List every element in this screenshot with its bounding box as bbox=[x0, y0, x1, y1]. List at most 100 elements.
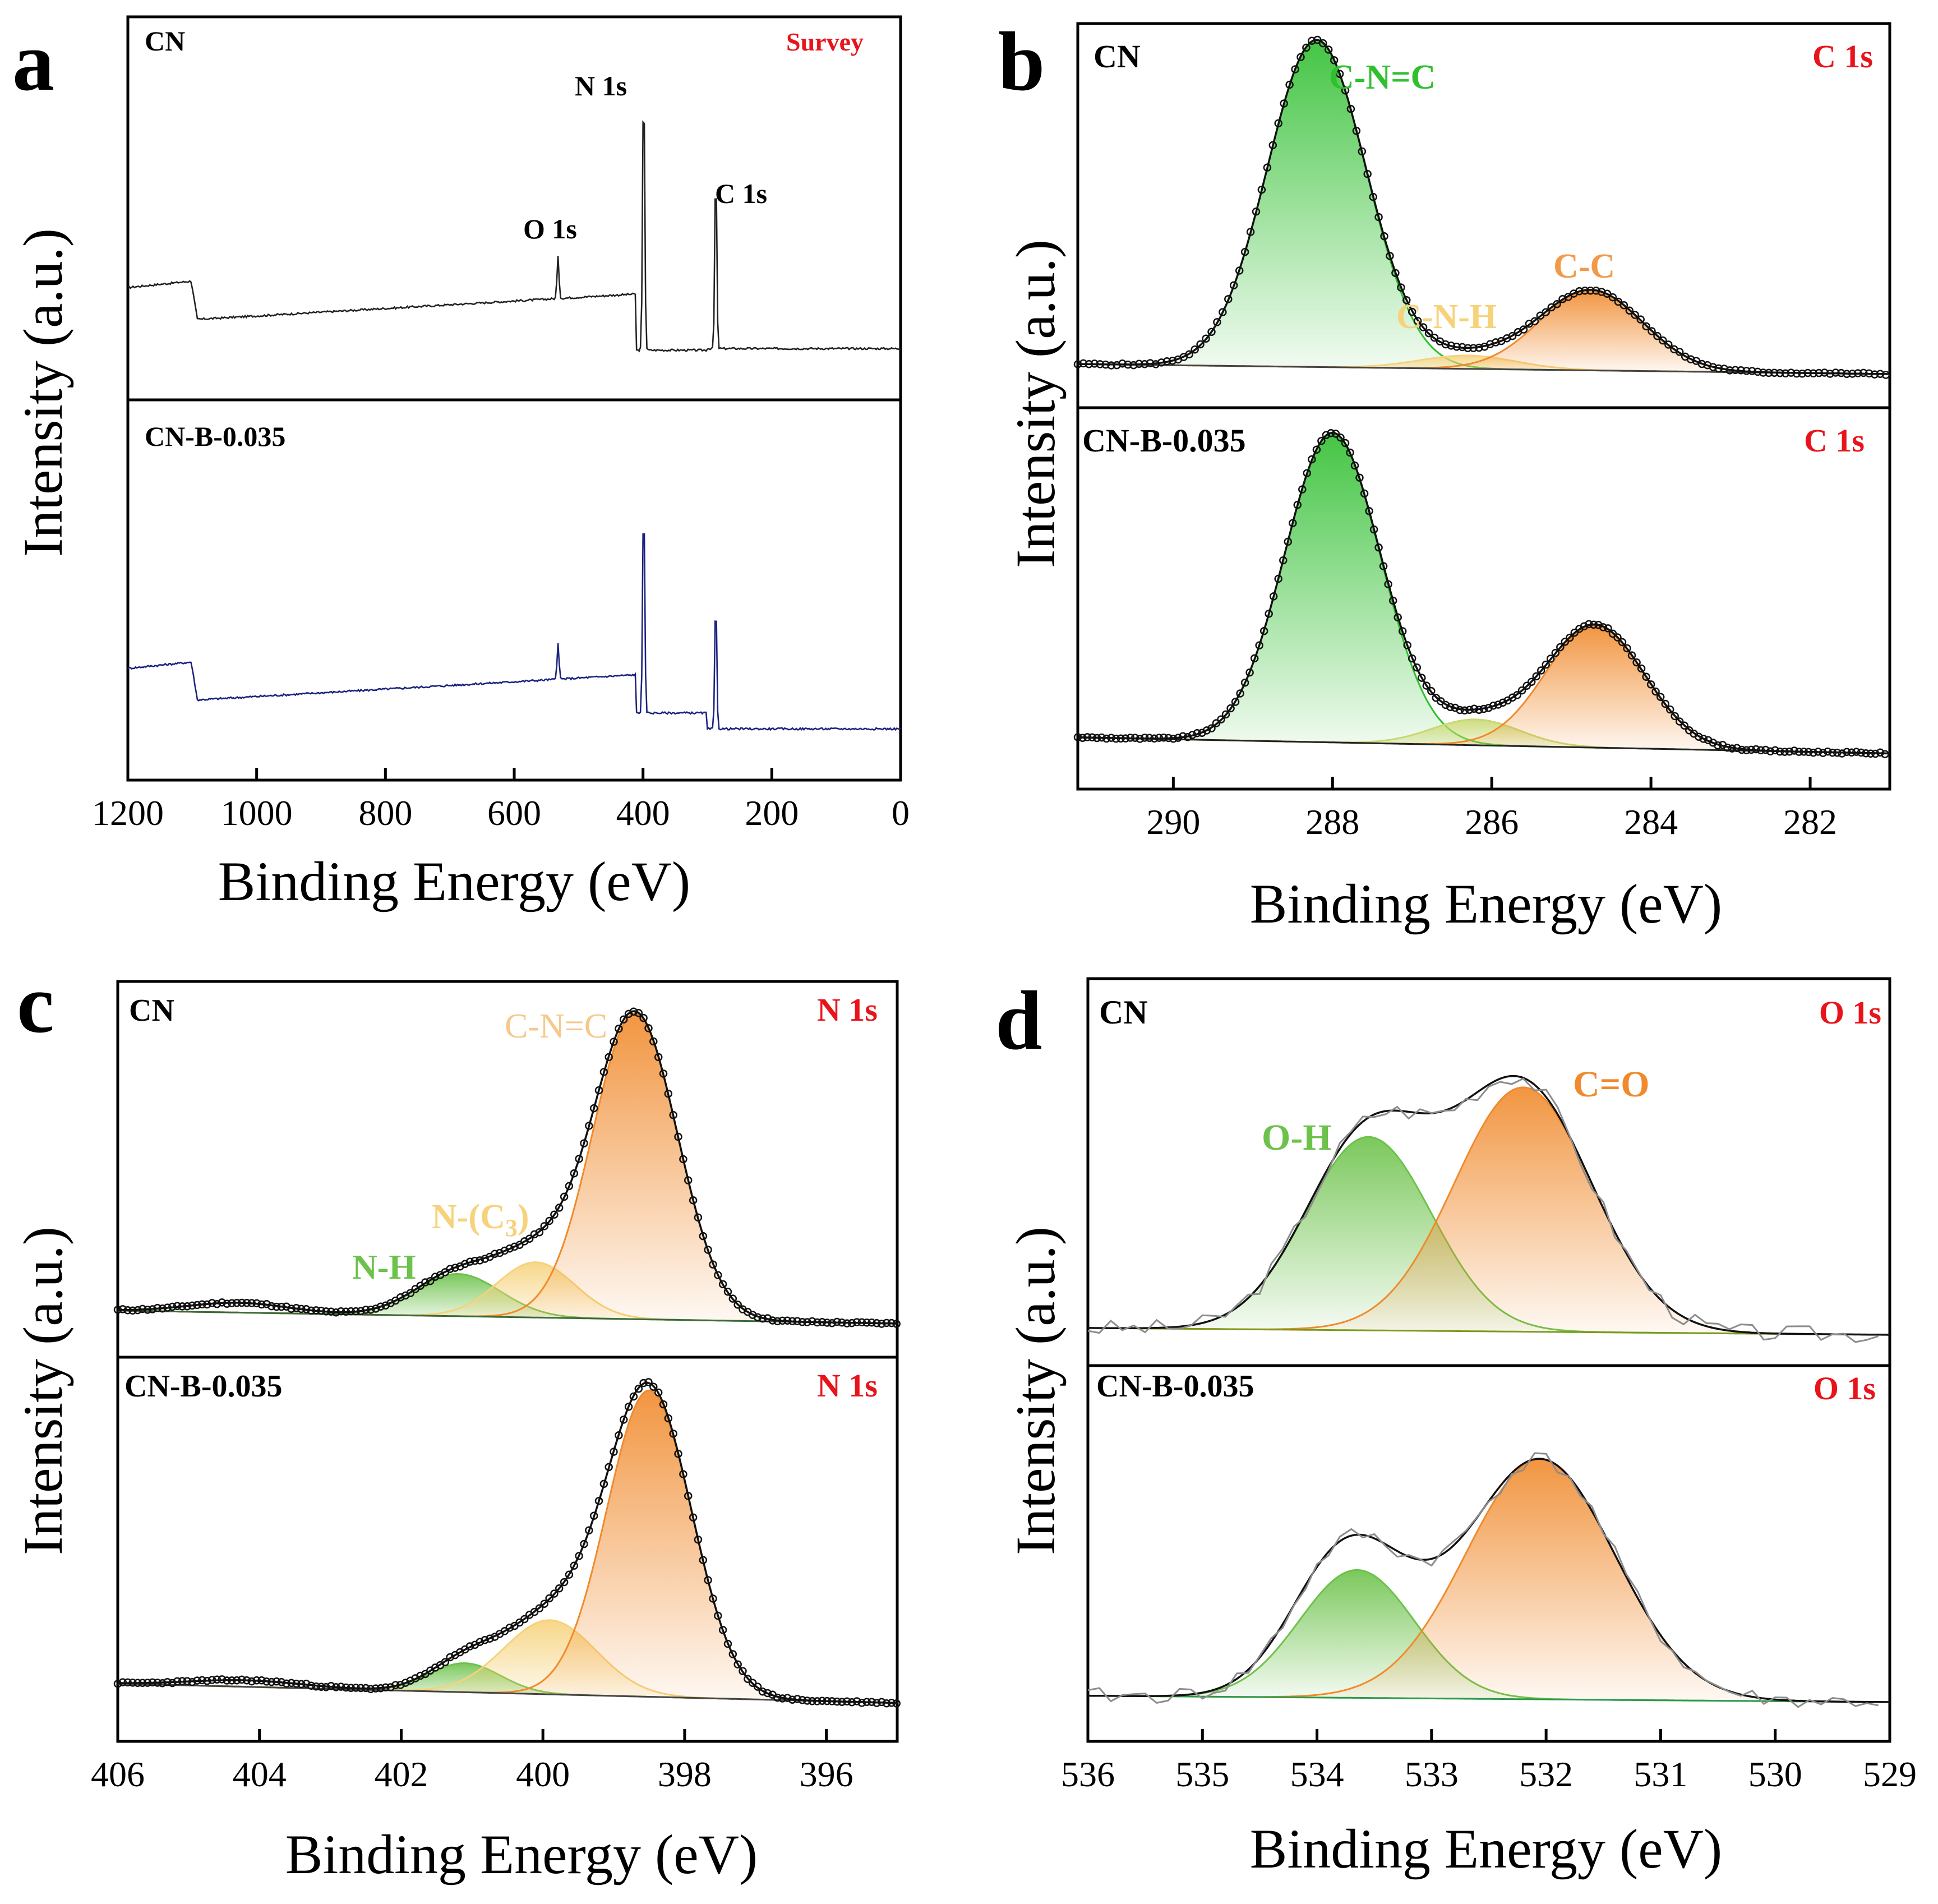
raw-data-point bbox=[877, 1698, 886, 1707]
subplot-frame-bottom bbox=[1086, 1364, 1891, 1743]
raw-data-point bbox=[1447, 341, 1456, 350]
raw-data-point bbox=[287, 1304, 296, 1313]
raw-data-point bbox=[1680, 721, 1688, 730]
raw-data-point bbox=[1221, 710, 1230, 719]
raw-data-point bbox=[873, 1699, 881, 1707]
raw-data-point bbox=[322, 1682, 330, 1691]
raw-data-point bbox=[1530, 317, 1539, 325]
raw-data-point bbox=[1790, 746, 1798, 755]
subplot-frame-bottom bbox=[116, 1356, 899, 1743]
raw-data-point bbox=[287, 1679, 296, 1688]
raw-data-point bbox=[198, 1676, 206, 1685]
peak-label-cnc: C-N=C bbox=[1329, 58, 1436, 96]
raw-data-point bbox=[371, 1684, 380, 1693]
raw-data-trace bbox=[1087, 1452, 1879, 1708]
raw-data-point bbox=[1255, 641, 1263, 650]
survey-trace bbox=[127, 120, 901, 353]
raw-data-point bbox=[1402, 296, 1411, 305]
raw-data-point bbox=[153, 1679, 162, 1687]
raw-data-point bbox=[1618, 638, 1627, 647]
raw-data-point bbox=[704, 1246, 712, 1254]
raw-data-point bbox=[753, 1313, 762, 1321]
raw-data-point bbox=[1386, 252, 1394, 260]
raw-data-point bbox=[297, 1680, 306, 1689]
raw-data-point bbox=[1126, 734, 1134, 742]
raw-data-point bbox=[1460, 706, 1469, 715]
raw-data-point bbox=[267, 1302, 276, 1311]
raw-data-point bbox=[1360, 489, 1369, 498]
raw-data-point bbox=[1494, 700, 1502, 709]
panel-d: d Intensity (a.u.) Binding Energy (eV) 5… bbox=[995, 974, 1917, 1880]
raw-data-point bbox=[1456, 706, 1464, 714]
raw-data-point bbox=[520, 1615, 529, 1624]
raw-data-point bbox=[758, 1314, 767, 1323]
raw-data-point bbox=[1517, 686, 1526, 695]
tick-label: 1200 bbox=[92, 793, 164, 833]
raw-data-point bbox=[1107, 734, 1115, 742]
raw-data-point bbox=[327, 1682, 335, 1690]
raw-data-point bbox=[426, 1276, 435, 1285]
raw-data-point bbox=[1073, 733, 1082, 741]
raw-data-point bbox=[788, 1317, 797, 1325]
panel-b: b Intensity (a.u.) Binding Energy (eV) 2… bbox=[998, 15, 1891, 935]
panel-a: a Intensity (a.u.) Binding Energy (eV) 1… bbox=[12, 15, 910, 912]
raw-data-point bbox=[168, 1679, 177, 1688]
region-label: N 1s bbox=[817, 992, 878, 1028]
sample-label: CN-B-0.035 bbox=[1096, 1369, 1254, 1404]
raw-data-point bbox=[193, 1301, 201, 1310]
component-area bbox=[1088, 1087, 1890, 1335]
tick-label: 400 bbox=[616, 793, 670, 833]
raw-data-point bbox=[247, 1299, 256, 1307]
raw-data-point bbox=[639, 1379, 648, 1387]
raw-data-point bbox=[1318, 39, 1327, 48]
raw-data-point bbox=[1365, 506, 1373, 515]
raw-data-point bbox=[783, 1316, 792, 1325]
raw-data-point bbox=[1229, 281, 1238, 290]
raw-data-point bbox=[1781, 369, 1790, 377]
raw-data-point bbox=[723, 1639, 732, 1648]
raw-data-point bbox=[1675, 348, 1684, 356]
raw-data-point bbox=[1164, 734, 1173, 743]
raw-data-point bbox=[1764, 368, 1773, 377]
raw-data-point bbox=[302, 1305, 311, 1313]
raw-data-point bbox=[1479, 704, 1488, 713]
raw-data-point bbox=[257, 1300, 266, 1309]
raw-data-point bbox=[793, 1317, 802, 1325]
raw-data-point bbox=[704, 1576, 712, 1584]
sample-label: CN bbox=[129, 993, 174, 1028]
raw-data-point bbox=[1352, 127, 1361, 135]
raw-data-point bbox=[446, 1265, 454, 1273]
fit-top bbox=[113, 1007, 901, 1328]
raw-data-point bbox=[540, 1599, 548, 1608]
raw-data-point bbox=[778, 1694, 787, 1703]
raw-data-point bbox=[733, 1301, 742, 1309]
fit-bottom bbox=[1073, 429, 1890, 758]
raw-data-point bbox=[1350, 461, 1359, 470]
raw-data-point bbox=[718, 1626, 727, 1634]
raw-data-point bbox=[1815, 368, 1823, 377]
raw-data-point bbox=[1699, 735, 1708, 743]
raw-data-point bbox=[753, 1682, 762, 1691]
x-ticks: 1200 1000 800 600 400 200 0 bbox=[92, 768, 910, 833]
raw-data-point bbox=[1130, 734, 1139, 742]
peak-label-co: C=O bbox=[1573, 1064, 1650, 1105]
raw-data-point bbox=[1814, 748, 1822, 756]
raw-data-point bbox=[1837, 368, 1845, 377]
tick-label: 286 bbox=[1465, 802, 1519, 842]
raw-data-point bbox=[1614, 297, 1623, 306]
raw-data-point bbox=[223, 1676, 231, 1685]
raw-data-point bbox=[1157, 358, 1166, 367]
raw-data-point bbox=[862, 1698, 871, 1707]
raw-data-point bbox=[1737, 745, 1746, 754]
raw-data-point bbox=[228, 1299, 236, 1307]
raw-data-point bbox=[282, 1679, 290, 1688]
raw-data-point bbox=[133, 1679, 142, 1687]
raw-data-point bbox=[1623, 644, 1631, 653]
raw-data-point bbox=[1298, 485, 1307, 494]
raw-data-point bbox=[1265, 610, 1273, 618]
baseline bbox=[117, 1682, 898, 1704]
raw-data-point bbox=[599, 1068, 608, 1076]
raw-data-point bbox=[570, 1169, 579, 1178]
y-axis-title: Intensity (a.u.) bbox=[12, 228, 74, 557]
raw-data-point bbox=[1665, 705, 1674, 714]
